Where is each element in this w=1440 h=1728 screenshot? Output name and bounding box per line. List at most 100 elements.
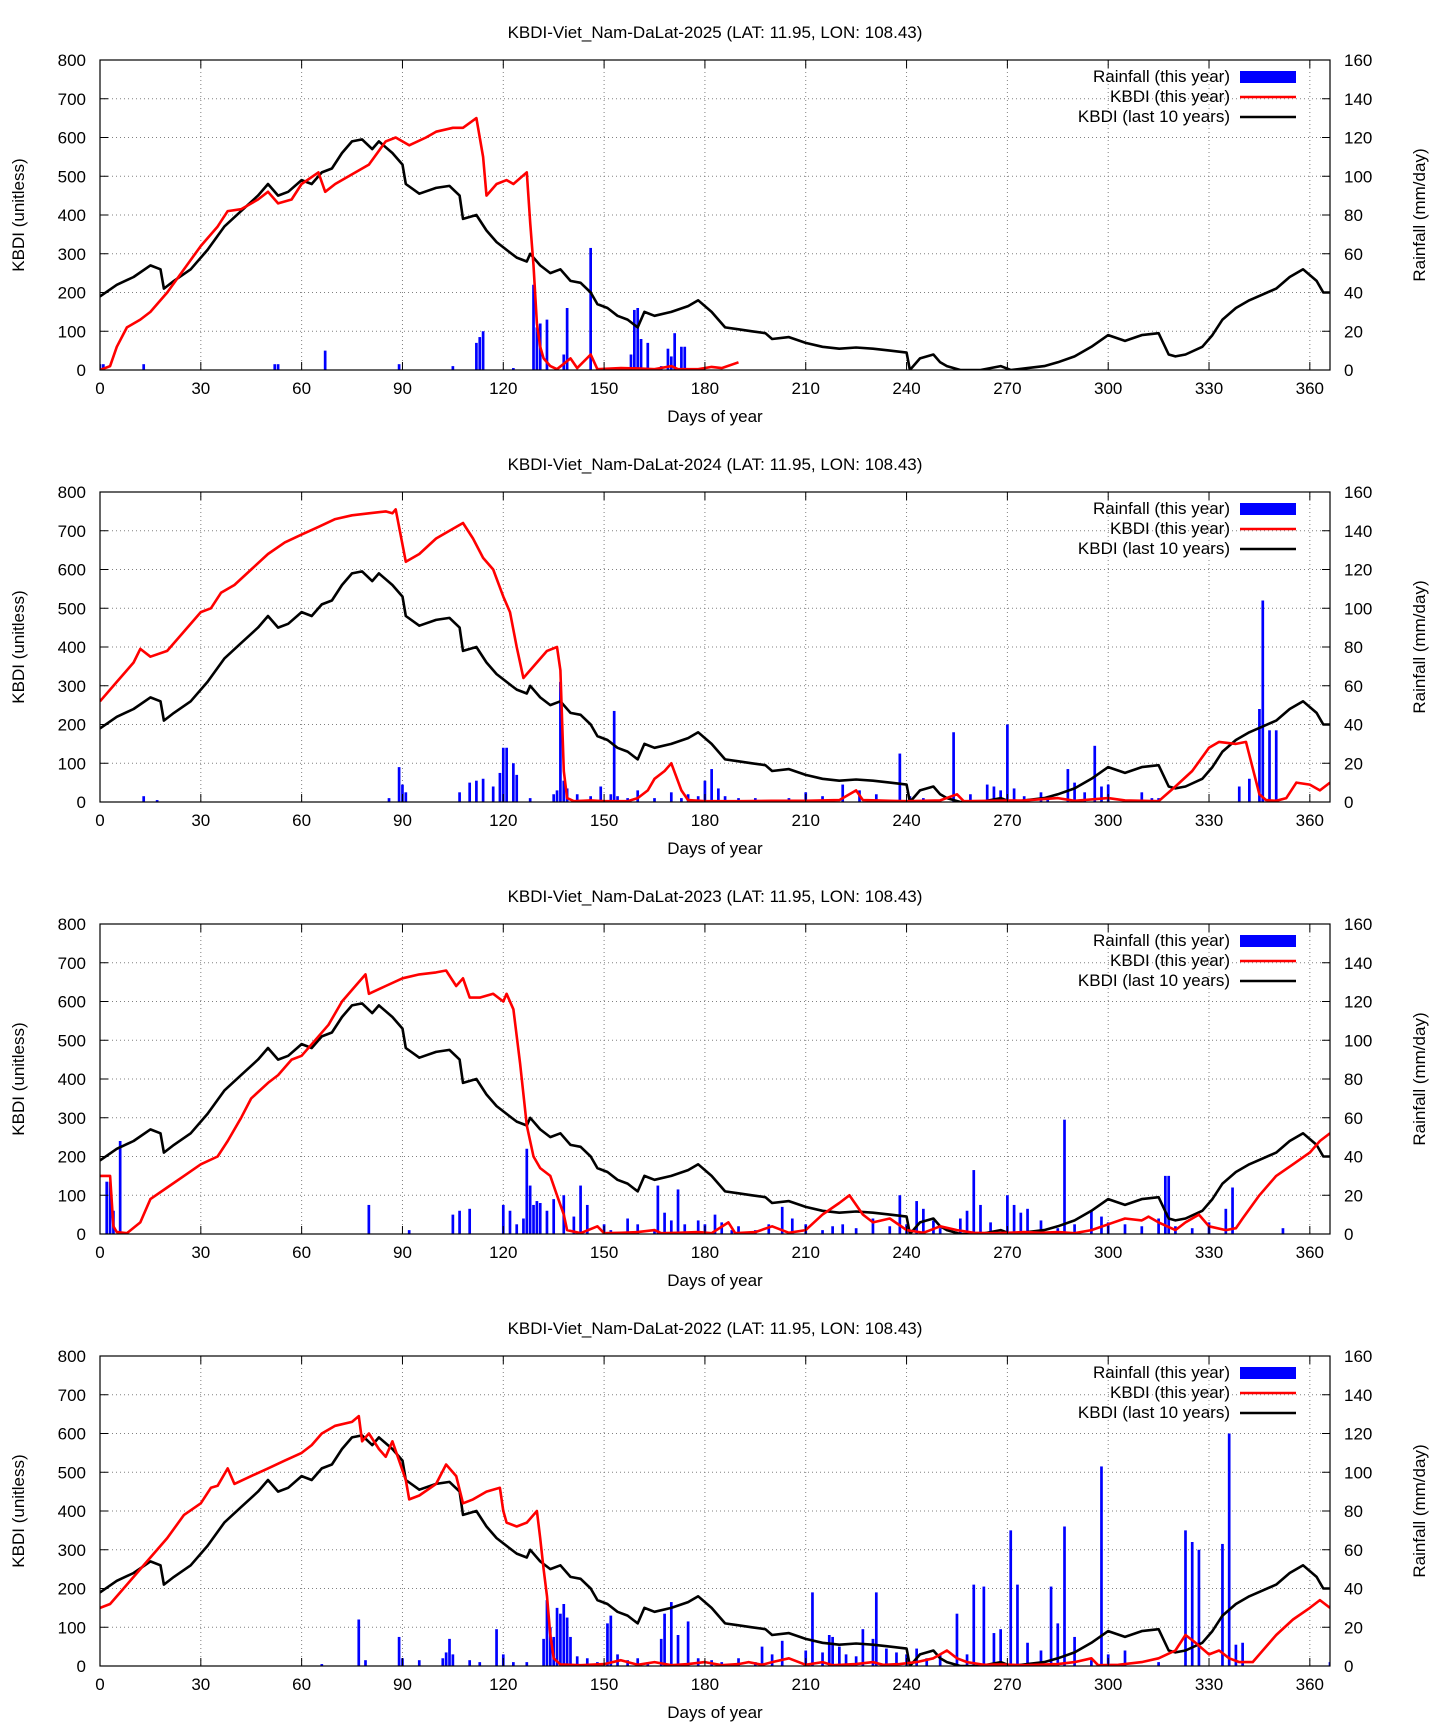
rainfall-bar: [1090, 1660, 1093, 1666]
rainfall-bar: [1227, 1433, 1231, 1666]
rainfall-bar: [1190, 1542, 1194, 1666]
y-tick-label: 500: [58, 167, 86, 186]
rainfall-bar: [673, 333, 677, 370]
rainfall-bar: [669, 1602, 673, 1666]
rainfall-bar: [108, 1181, 112, 1234]
rainfall-bar: [552, 1199, 556, 1234]
rainfall-bar: [669, 1220, 673, 1234]
rainfall-bar: [1090, 1210, 1093, 1234]
rainfall-bar: [606, 1623, 609, 1666]
x-tick-label: 120: [489, 1675, 517, 1694]
rainfall-bar: [669, 356, 673, 370]
rainfall-bar: [861, 1629, 865, 1666]
x-tick-label: 60: [292, 379, 311, 398]
rainfall-bar: [680, 346, 683, 370]
rainfall-bar: [451, 1654, 455, 1666]
legend-label: Rainfall (this year): [1093, 499, 1230, 518]
rainfall-series: [142, 600, 1278, 802]
y-tick-label: 400: [58, 206, 86, 225]
x-tick-label: 360: [1296, 1243, 1324, 1262]
rainfall-bar: [579, 1185, 582, 1234]
rainfall-bar: [938, 1228, 942, 1234]
kbdi-panel: KBDI-Viet_Nam-DaLat-2022 (LAT: 11.95, LO…: [0, 1296, 1440, 1728]
y-tick-label: 400: [58, 1070, 86, 1089]
x-tick-label: 210: [792, 1243, 820, 1262]
rainfall-bar: [790, 1218, 794, 1234]
rainfall-bar: [683, 346, 687, 370]
x-tick-label: 150: [590, 1675, 618, 1694]
rainfall-bar: [1012, 788, 1016, 802]
kbdi-chart-svg: KBDI-Viet_Nam-DaLat-2024 (LAT: 11.95, LO…: [9, 455, 1429, 858]
grid: [100, 924, 1330, 1234]
rainfall-bar: [1163, 1175, 1167, 1234]
x-tick-label: 360: [1296, 811, 1324, 830]
rainfall-bar: [1140, 792, 1144, 802]
rainfall-bar: [1268, 730, 1271, 802]
legend-label: KBDI (last 10 years): [1078, 1403, 1230, 1422]
rainfall-bar: [367, 1204, 371, 1234]
x-tick-label: 150: [590, 1243, 618, 1262]
x-tick-label: 300: [1094, 811, 1122, 830]
rainfall-bar: [636, 308, 640, 370]
rainfall-bar: [273, 364, 277, 370]
rainfall-bar: [444, 1652, 448, 1666]
rainfall-bar: [1019, 1212, 1023, 1234]
y2-tick-label: 160: [1344, 483, 1372, 502]
legend-swatch: [1240, 935, 1296, 947]
rainfall-bar: [676, 1635, 680, 1666]
x-axis-label: Days of year: [667, 839, 763, 858]
rainfall-bar: [938, 1654, 942, 1666]
rainfall-bar: [1006, 724, 1009, 802]
y2-axis-label: Rainfall (mm/day): [1410, 1444, 1429, 1577]
rainfall-bar: [885, 1648, 888, 1666]
rainfall-bar: [538, 1203, 542, 1234]
y2-axis-label: Rainfall (mm/day): [1410, 580, 1429, 713]
rainfall-bar: [1140, 1226, 1144, 1234]
y-tick-label: 600: [58, 561, 86, 580]
rainfall-bar: [559, 681, 562, 802]
rainfall-bar: [760, 1646, 764, 1666]
legend: Rainfall (this year)KBDI (this year)KBDI…: [1078, 931, 1296, 990]
x-tick-label: 180: [691, 811, 719, 830]
rainfall-bar: [565, 1617, 569, 1666]
rainfall-bar: [841, 1224, 845, 1234]
rainfall-bar: [475, 780, 478, 802]
rainfall-bar: [1026, 1642, 1029, 1666]
rainfall-bar: [397, 364, 401, 370]
y2-tick-label: 60: [1344, 677, 1363, 696]
rainfall-bar: [1039, 792, 1043, 802]
rainfall-bar: [572, 1216, 576, 1234]
x-tick-label: 30: [191, 1675, 210, 1694]
rainfall-bar: [142, 796, 146, 802]
x-tick-label: 30: [191, 1243, 210, 1262]
y2-axis-label: Rainfall (mm/day): [1410, 1012, 1429, 1145]
x-tick-label: 120: [489, 379, 517, 398]
y2-tick-label: 140: [1344, 90, 1372, 109]
rainfall-bar: [508, 1210, 512, 1234]
rainfall-bar: [1022, 796, 1026, 802]
rainfall-bar: [1073, 1224, 1076, 1234]
rainfall-bar: [525, 1662, 529, 1666]
x-tick-label: 270: [993, 1243, 1021, 1262]
rainfall-bar: [562, 1604, 566, 1666]
y-tick-label: 400: [58, 638, 86, 657]
y-tick-label: 100: [58, 1618, 86, 1637]
rainfall-bar: [871, 1638, 875, 1666]
y-tick-label: 0: [77, 1657, 86, 1676]
rainfall-bar: [780, 1206, 784, 1234]
y-tick-label: 500: [58, 1031, 86, 1050]
kbdi-last-10-years-line: [100, 1002, 1330, 1234]
kbdi-chart-svg: KBDI-Viet_Nam-DaLat-2023 (LAT: 11.95, LO…: [9, 887, 1429, 1290]
y-tick-label: 300: [58, 677, 86, 696]
x-tick-label: 180: [691, 1675, 719, 1694]
legend: Rainfall (this year)KBDI (this year)KBDI…: [1078, 67, 1296, 126]
rainfall-bar: [1093, 745, 1097, 802]
y-tick-label: 700: [58, 522, 86, 541]
y-tick-label: 800: [58, 51, 86, 70]
rainfall-bar: [481, 778, 485, 802]
rainfall-bar: [1106, 784, 1110, 802]
rainfall-bar: [737, 1658, 740, 1666]
rainfall-bar: [501, 747, 505, 802]
y2-tick-label: 120: [1344, 561, 1372, 580]
kbdi-this-year-line: [100, 116, 739, 370]
